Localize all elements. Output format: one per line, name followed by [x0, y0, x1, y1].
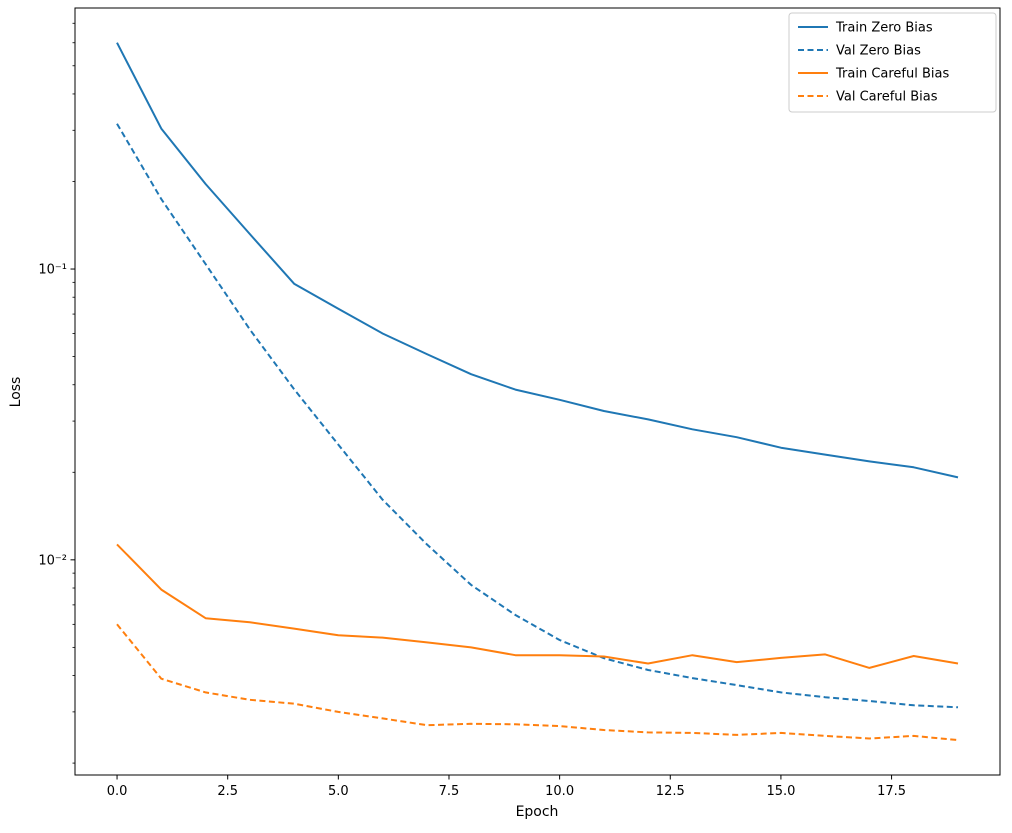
- train-zero-bias-line: [116, 42, 959, 479]
- val-careful-bias-line: [116, 623, 959, 742]
- x-tick-label: 15.0: [766, 784, 795, 799]
- x-axis-label: Epoch: [516, 804, 559, 820]
- train-careful-bias-line: [116, 543, 959, 669]
- x-tick-label: 12.5: [656, 784, 685, 799]
- y-tick-label: 10⁻²: [38, 553, 67, 568]
- x-tick-label: 5.0: [328, 784, 349, 799]
- legend-label-train-zero-bias: Train Zero Bias: [835, 21, 933, 36]
- legend-box: [788, 12, 997, 113]
- x-tick-label: 17.5: [877, 784, 906, 799]
- plot-frame: [74, 7, 1001, 776]
- x-tick-label: 0.0: [107, 784, 128, 799]
- val-zero-bias-line: [116, 123, 959, 709]
- legend-label-train-careful-bias: Train Careful Bias: [835, 67, 949, 82]
- legend-label-val-zero-bias: Val Zero Bias: [836, 44, 921, 59]
- y-tick-label: 10⁻¹: [38, 263, 67, 278]
- x-tick-label: 2.5: [217, 784, 238, 799]
- legend-label-val-careful-bias: Val Careful Bias: [836, 90, 938, 105]
- y-axis-label: Loss: [8, 377, 24, 408]
- x-tick-label: 10.0: [545, 784, 574, 799]
- x-tick-label: 7.5: [439, 784, 460, 799]
